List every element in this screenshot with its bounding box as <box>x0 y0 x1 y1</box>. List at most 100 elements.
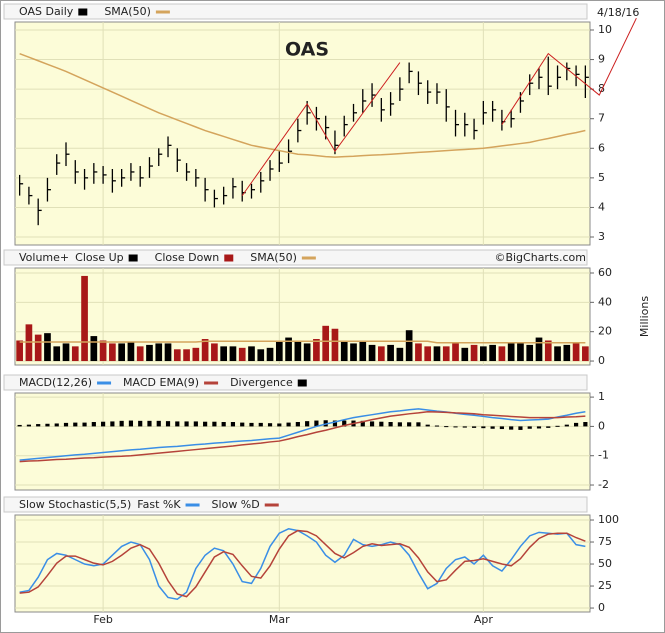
bar <box>220 346 228 362</box>
bar <box>563 344 571 362</box>
legend-swatch <box>78 8 88 16</box>
bar <box>368 344 376 362</box>
bar <box>507 343 515 362</box>
bar <box>183 349 190 362</box>
bar <box>221 422 226 427</box>
bar <box>294 340 302 362</box>
bar <box>369 421 375 427</box>
trend-line <box>501 17 637 125</box>
bar <box>388 422 393 427</box>
bar <box>164 343 172 362</box>
y-tick-label: -1 <box>598 449 609 462</box>
bar <box>110 421 115 427</box>
bar <box>350 343 357 362</box>
legend-swatch <box>297 379 307 387</box>
bar <box>490 426 495 429</box>
bar <box>165 421 171 427</box>
y-tick-label: 25 <box>598 579 612 592</box>
bar <box>340 340 348 362</box>
legend-strip <box>3 249 588 266</box>
bar <box>313 339 320 362</box>
legend-label: Fast %K <box>137 498 181 511</box>
bar <box>275 340 283 362</box>
bar <box>453 426 458 428</box>
y-tick-label: 20 <box>598 325 612 338</box>
bar <box>285 337 292 362</box>
bar <box>498 346 506 362</box>
bar <box>470 344 478 362</box>
bar <box>91 422 96 427</box>
y-tick-label: -2 <box>598 478 609 491</box>
bar <box>73 422 78 427</box>
y-tick-label: 4 <box>598 200 605 213</box>
y-tick-label: 100 <box>598 513 619 526</box>
bar <box>433 346 441 362</box>
legend-label: SMA(50) <box>250 251 297 264</box>
x-tick-label: Feb <box>93 613 112 626</box>
bar <box>425 424 430 427</box>
bar <box>415 343 422 362</box>
legend-swatch <box>224 254 234 262</box>
bar <box>583 422 588 427</box>
bar <box>248 346 255 362</box>
bar <box>249 422 254 427</box>
y-tick-label: 60 <box>598 266 612 279</box>
bar <box>119 420 124 427</box>
bar <box>342 420 347 427</box>
y-tick-label: 7 <box>598 112 605 125</box>
y-tick-label: 6 <box>598 141 605 154</box>
bar <box>175 421 180 427</box>
legend-label: SMA(50) <box>104 5 151 18</box>
y-tick-label: 0 <box>598 601 605 614</box>
bar <box>184 421 189 427</box>
bar <box>526 344 534 362</box>
plot-area <box>14 392 591 491</box>
bar <box>257 349 265 362</box>
bar <box>81 275 88 362</box>
bar <box>481 426 486 429</box>
legend-swatch <box>97 381 112 385</box>
x-tick-label: Apr <box>474 613 494 626</box>
legend-swatch <box>204 381 219 385</box>
x-tick-label: Mar <box>269 613 290 626</box>
bar <box>156 420 161 427</box>
bar <box>82 422 87 427</box>
bar <box>109 343 116 362</box>
line <box>19 411 586 463</box>
date-label: 4/18/16 <box>597 6 639 19</box>
bar <box>444 426 449 428</box>
bar <box>536 426 542 429</box>
bar <box>44 333 51 362</box>
bar <box>267 423 273 427</box>
legend-swatch <box>155 10 170 14</box>
bar <box>546 426 551 428</box>
bar <box>203 421 208 427</box>
bar <box>173 349 181 362</box>
y-tick-label: 1 <box>598 390 605 403</box>
legend-swatch <box>301 256 316 260</box>
legend-label: Close Up <box>75 251 124 264</box>
bar <box>322 325 330 362</box>
y-tick-label: 5 <box>598 171 605 184</box>
bar <box>45 423 50 427</box>
bar <box>305 421 310 427</box>
bar <box>146 344 153 362</box>
panel-title: Volume+ <box>19 251 69 264</box>
legend-swatch <box>128 254 138 262</box>
line <box>19 528 586 601</box>
bar <box>377 346 385 362</box>
bar <box>572 343 580 362</box>
line <box>19 52 586 158</box>
bar <box>582 346 589 362</box>
y-tick-label: 10 <box>598 23 612 36</box>
bar <box>396 347 404 362</box>
y-tick-label: 50 <box>598 557 612 570</box>
bar <box>518 426 523 430</box>
bar <box>387 344 394 362</box>
legend-label: Slow %D <box>212 498 260 511</box>
bar <box>128 420 134 427</box>
y-tick-label: 0 <box>598 419 605 432</box>
bar <box>535 337 543 362</box>
bar <box>499 426 504 430</box>
